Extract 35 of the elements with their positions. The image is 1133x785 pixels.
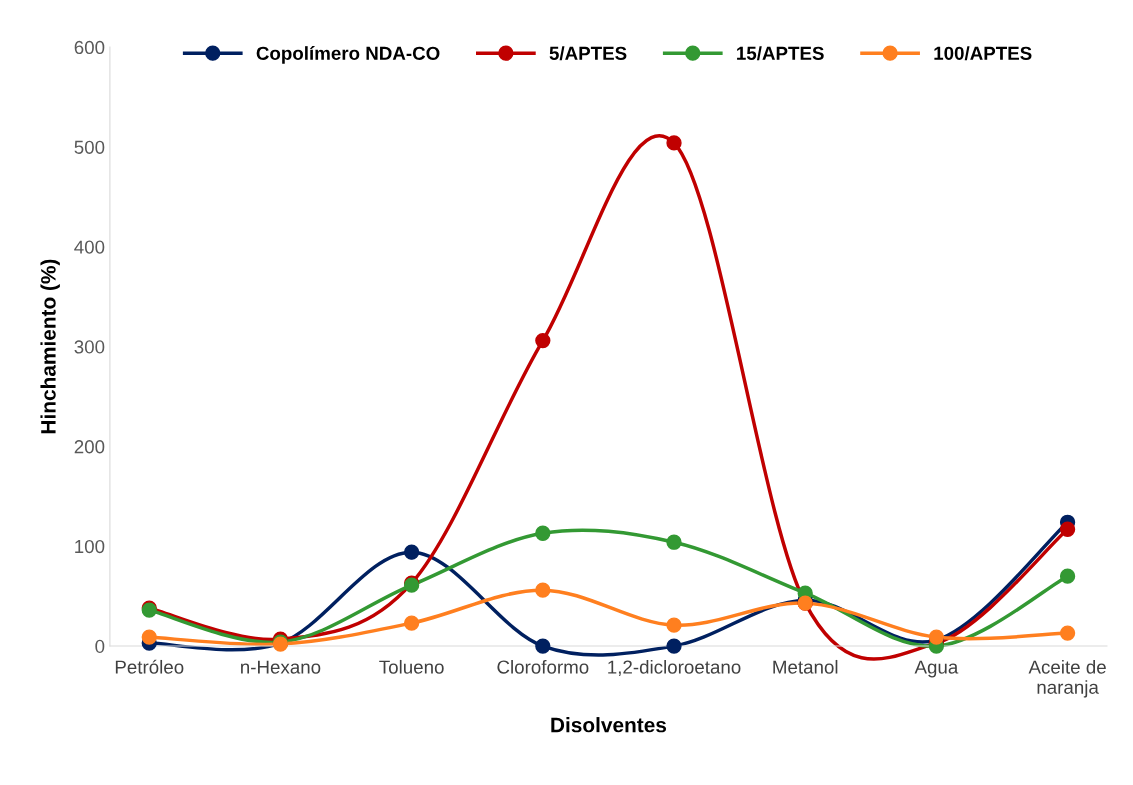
point: [535, 638, 551, 654]
y-axis-title: Hinchamiento (%): [40, 259, 60, 434]
legend-label: 15/APTES: [737, 46, 824, 61]
point: [403, 544, 420, 560]
point: [1059, 521, 1076, 537]
x-tick-label: n-Hexano: [241, 660, 321, 674]
y-tick-label: 600: [74, 40, 105, 55]
x-tick-label: Aceite de naranja: [1028, 659, 1106, 698]
point: [666, 617, 682, 633]
point: [1059, 568, 1076, 584]
legend-label: Copolímero NDA-CO: [256, 46, 440, 64]
point: [666, 638, 682, 654]
legend-label: 100/APTES: [934, 46, 1032, 61]
y-tick-label: 100: [75, 539, 105, 554]
x-tick-label: Agua: [914, 660, 959, 678]
y-tick-label: 200: [74, 440, 105, 454]
point: [535, 332, 551, 349]
legend-label: 5/APTES: [549, 46, 627, 61]
point: [403, 615, 420, 631]
x-tick-label: Cloroformo: [497, 659, 589, 674]
point: [1059, 625, 1076, 641]
x-tick-label: Petróleo: [115, 659, 184, 674]
point: [535, 525, 551, 541]
x-tick-label: Metanol: [773, 659, 838, 674]
point: [666, 534, 682, 550]
x-axis-title: Disolventes: [551, 717, 667, 733]
point: [535, 582, 551, 598]
y-tick-label: 0: [95, 639, 105, 654]
point: [141, 629, 157, 645]
x-tick-label: Tolueno: [379, 659, 444, 674]
point: [666, 135, 682, 151]
y-tick-label: 300: [74, 340, 105, 354]
y-tick-label: 400: [74, 240, 105, 254]
x-tick-label: 1,2-dicloroetano: [608, 659, 741, 676]
y-tick-label: 500: [74, 140, 105, 154]
